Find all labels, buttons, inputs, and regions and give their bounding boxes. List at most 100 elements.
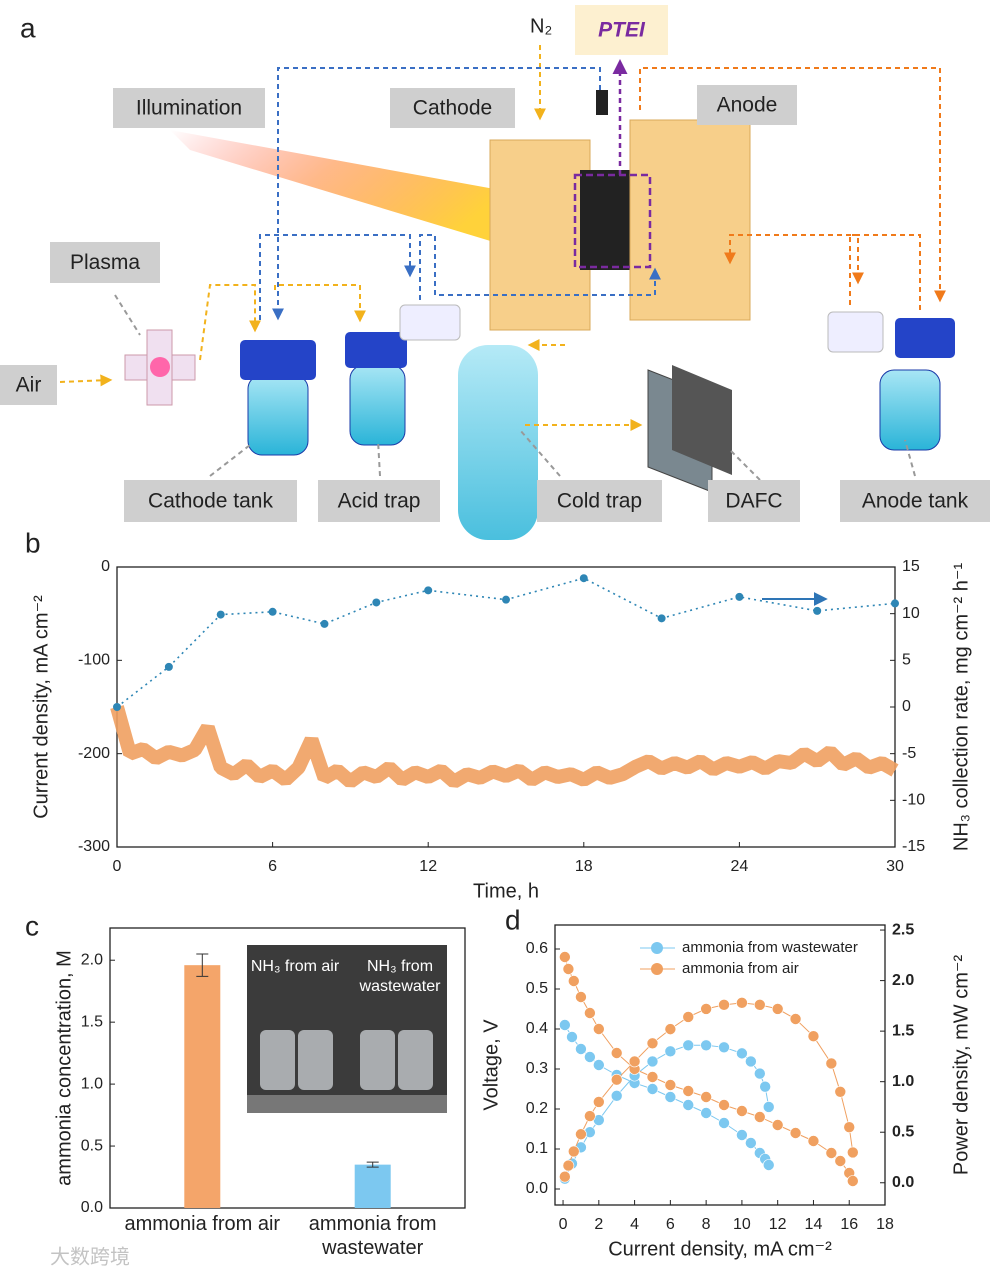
legend-label: ammonia from wastewater [682,939,858,956]
y2-tick-label: -5 [902,745,916,762]
x-tick-label: 4 [630,1216,639,1233]
y-tick-label: -200 [78,745,110,762]
power-point [736,1047,748,1060]
rate-point [216,610,225,619]
y-tick-label: 0 [101,558,110,575]
x-tick-label: 24 [731,858,749,875]
electrode [596,90,608,115]
error-bar [196,953,209,977]
power-point [646,1037,659,1050]
x-tick-label: 0 [113,858,122,875]
panel-letter: b [25,527,41,558]
rate-point [320,619,329,628]
power-point [759,1080,771,1093]
y2-tick-label: 10 [902,605,920,622]
rate-point [502,595,510,604]
y-axis-label: Current density, mA cm⁻² [30,595,52,819]
label-box [50,242,160,283]
voltage-point [718,1099,730,1111]
power-line [564,1002,854,1177]
x-axis-label: Current density, mA cm⁻² [608,1238,832,1260]
y2-axis-label: NH₃ collection rate, mg cm⁻² h⁻¹ [950,563,972,852]
flow-arrows [59,45,946,481]
y2-tick-label: -10 [902,792,925,809]
label-box [697,85,797,125]
voltage-point [771,1119,784,1131]
pump [827,311,884,353]
voltage-point [825,1147,838,1159]
voltage-point [682,1099,695,1111]
power-point [847,1146,859,1159]
voltage-point [610,1047,623,1059]
power-point [745,1055,757,1068]
ptei-frame [573,173,652,269]
x-tick-label: 30 [886,858,904,875]
voltage-point [559,951,571,963]
watermark: 大数跨境 [50,1245,130,1268]
y2-tick-label: 0 [902,698,911,715]
voltage-point [718,1117,730,1129]
power-point [610,1090,623,1102]
error-bar [366,1161,379,1168]
voltage-point [646,1071,659,1083]
apparatus-label: Air [16,374,42,397]
apparatus-label: PTEI [598,19,646,42]
voltage-point [664,1079,677,1091]
y-tick-label: 0.0 [81,1199,103,1216]
x-axis-label: Time, h [473,880,539,902]
x-tick-label: 12 [769,1216,787,1233]
power-point [559,1170,571,1183]
x-tick-label: 10 [733,1216,751,1233]
rate-point [813,606,822,615]
power-point [789,1013,802,1025]
y-tick-label: 0.5 [526,980,548,997]
rate-point [372,598,381,607]
voltage-point [593,1023,605,1035]
power-point [700,1039,712,1052]
y2-tick-label: 1.5 [892,1022,914,1039]
y-tick-label: 0.4 [526,1020,548,1037]
voltage-point [575,1043,587,1055]
rate-point [657,614,666,623]
power-point [753,1067,766,1080]
x-tick-label: 18 [876,1216,894,1233]
panel-letter: d [505,904,521,935]
voltage-point [834,1155,847,1167]
voltage-point [566,1031,578,1043]
power-point [682,1011,695,1023]
apparatus-label: Cathode [413,97,492,120]
voltage-point [593,1059,605,1071]
power-point [834,1085,847,1098]
power-point [593,1096,605,1108]
x-tick-label: 18 [575,858,593,875]
plot-frame [116,566,896,848]
inset-label: NH₃ from wastewater [359,958,441,995]
plasma-reactor [124,329,196,406]
legend-marker [651,963,663,975]
vials [260,1030,433,1090]
voltage-point [789,1127,802,1139]
power-point [771,1003,784,1015]
power-point [718,999,730,1011]
apparatus-label: Anode tank [862,490,969,513]
dafc-plate [672,365,732,475]
power-point [567,1145,580,1158]
apparatus-label: Cold trap [557,490,642,513]
voltage-point [700,1107,712,1119]
voltage-point [575,991,587,1003]
power-point [584,1110,596,1122]
y-tick-label: 0.2 [526,1100,548,1117]
cathode-plate [489,139,591,331]
x-tick-label: 16 [840,1216,858,1233]
power-point [562,1159,575,1172]
label-box [0,365,57,405]
y-axis-label: Voltage, V [480,1019,502,1111]
x-tick-label: 6 [666,1216,675,1233]
y-tick-label: 1.5 [81,1013,103,1030]
power-point [646,1055,659,1068]
rate-point [735,592,744,601]
y2-tick-label: 2.5 [892,921,914,938]
power-point [664,1023,677,1035]
voltage-point [745,1137,757,1149]
